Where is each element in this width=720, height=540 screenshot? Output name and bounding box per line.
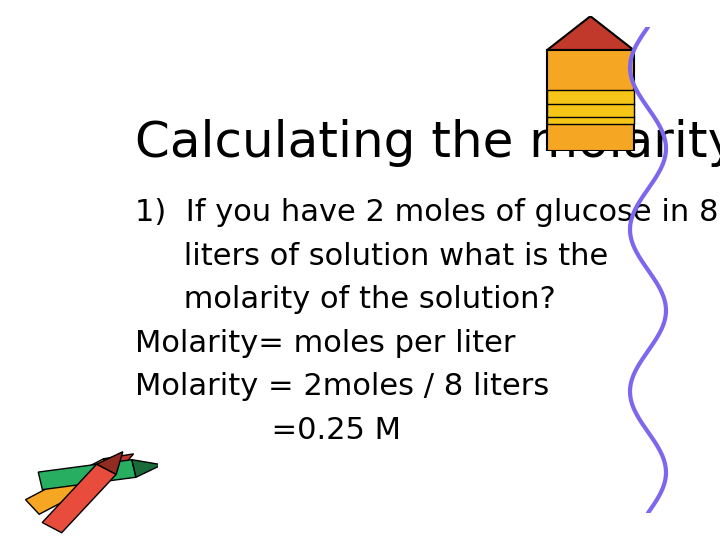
Polygon shape <box>547 50 634 151</box>
Polygon shape <box>132 460 162 477</box>
Text: Molarity= moles per liter: Molarity= moles per liter <box>135 329 515 358</box>
Text: =0.25 M: =0.25 M <box>135 416 400 445</box>
Polygon shape <box>42 464 116 533</box>
Text: molarity of the solution?: molarity of the solution? <box>135 285 555 314</box>
Polygon shape <box>25 459 117 514</box>
Text: liters of solution what is the: liters of solution what is the <box>135 241 608 271</box>
Polygon shape <box>38 460 136 490</box>
Polygon shape <box>547 90 634 124</box>
Polygon shape <box>547 16 634 50</box>
Polygon shape <box>96 451 123 474</box>
Polygon shape <box>104 454 134 474</box>
Text: Calculating the molarity: Calculating the molarity <box>135 119 720 167</box>
Text: Molarity = 2moles / 8 liters: Molarity = 2moles / 8 liters <box>135 373 549 402</box>
Text: 1)  If you have 2 moles of glucose in 8: 1) If you have 2 moles of glucose in 8 <box>135 198 718 227</box>
